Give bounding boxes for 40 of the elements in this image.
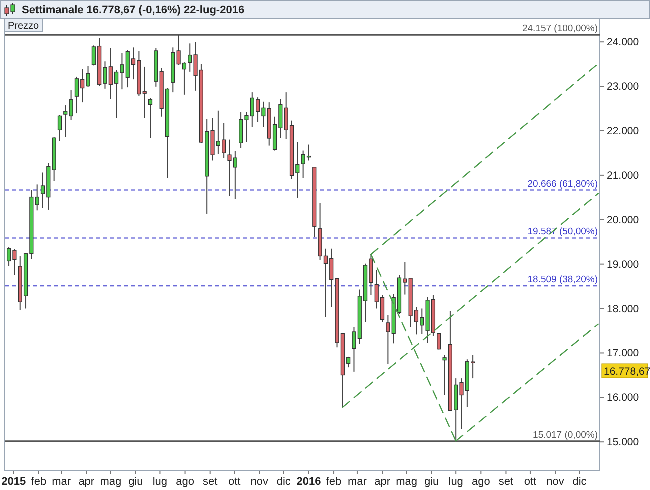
x-tick-label: lug [448,476,464,488]
x-tick-label: mar [348,476,368,488]
y-tick-label: 18.000 [607,303,640,316]
y-tick-label: 15.000 [607,436,640,449]
y-tick-label: 16.000 [607,392,640,404]
x-tick-label: ago [176,476,194,488]
x-tick-label: mar [52,476,72,488]
x-tick-label: feb [31,476,47,488]
x-tick-label: ago [472,476,490,488]
y-tick-label: 24.000 [607,36,640,49]
x-tick-label: dic [276,476,292,488]
x-tick-label: giu [424,476,440,488]
x-tick-label: dic [572,476,588,488]
x-tick-label: nov [546,476,565,488]
ref-line-label: 18.509 (38,20%) [528,274,598,286]
ref-line-label: 24.157 (100,00%) [522,24,598,35]
y-tick-label: 20.000 [607,214,640,226]
x-tick-label: set [498,476,514,488]
ref-line-label: 20.666 (61,80%) [528,178,598,190]
y-tick-label: 23.000 [607,81,640,94]
chart-title: Settimanale 16.778,67 (-0,16%) 22-lug-2016 [22,4,245,16]
x-tick-label: set [202,476,218,488]
y-axis-title: Prezzo [8,21,40,32]
y-tick-label: 21.000 [607,170,640,182]
ref-line-label: 15.017 (0,00%) [533,430,598,441]
x-tick-label: 2015 [2,476,26,488]
x-tick-label: mag [100,476,122,488]
x-tick-label: feb [326,476,342,488]
x-tick-label: giu [128,476,144,488]
x-tick-label: ott [524,476,537,488]
x-tick-label: mag [396,476,418,488]
x-tick-label: apr [374,476,391,488]
y-tick-label: 19.000 [607,258,640,271]
x-tick-label: nov [250,476,270,488]
x-tick-label: ott [228,476,241,488]
y-tick-label: 22.000 [607,126,640,138]
x-tick-label: lug [152,476,168,488]
x-tick-label: 2016 [296,476,322,488]
x-tick-label: apr [78,476,95,488]
y-tick-label: 17.000 [607,348,640,360]
